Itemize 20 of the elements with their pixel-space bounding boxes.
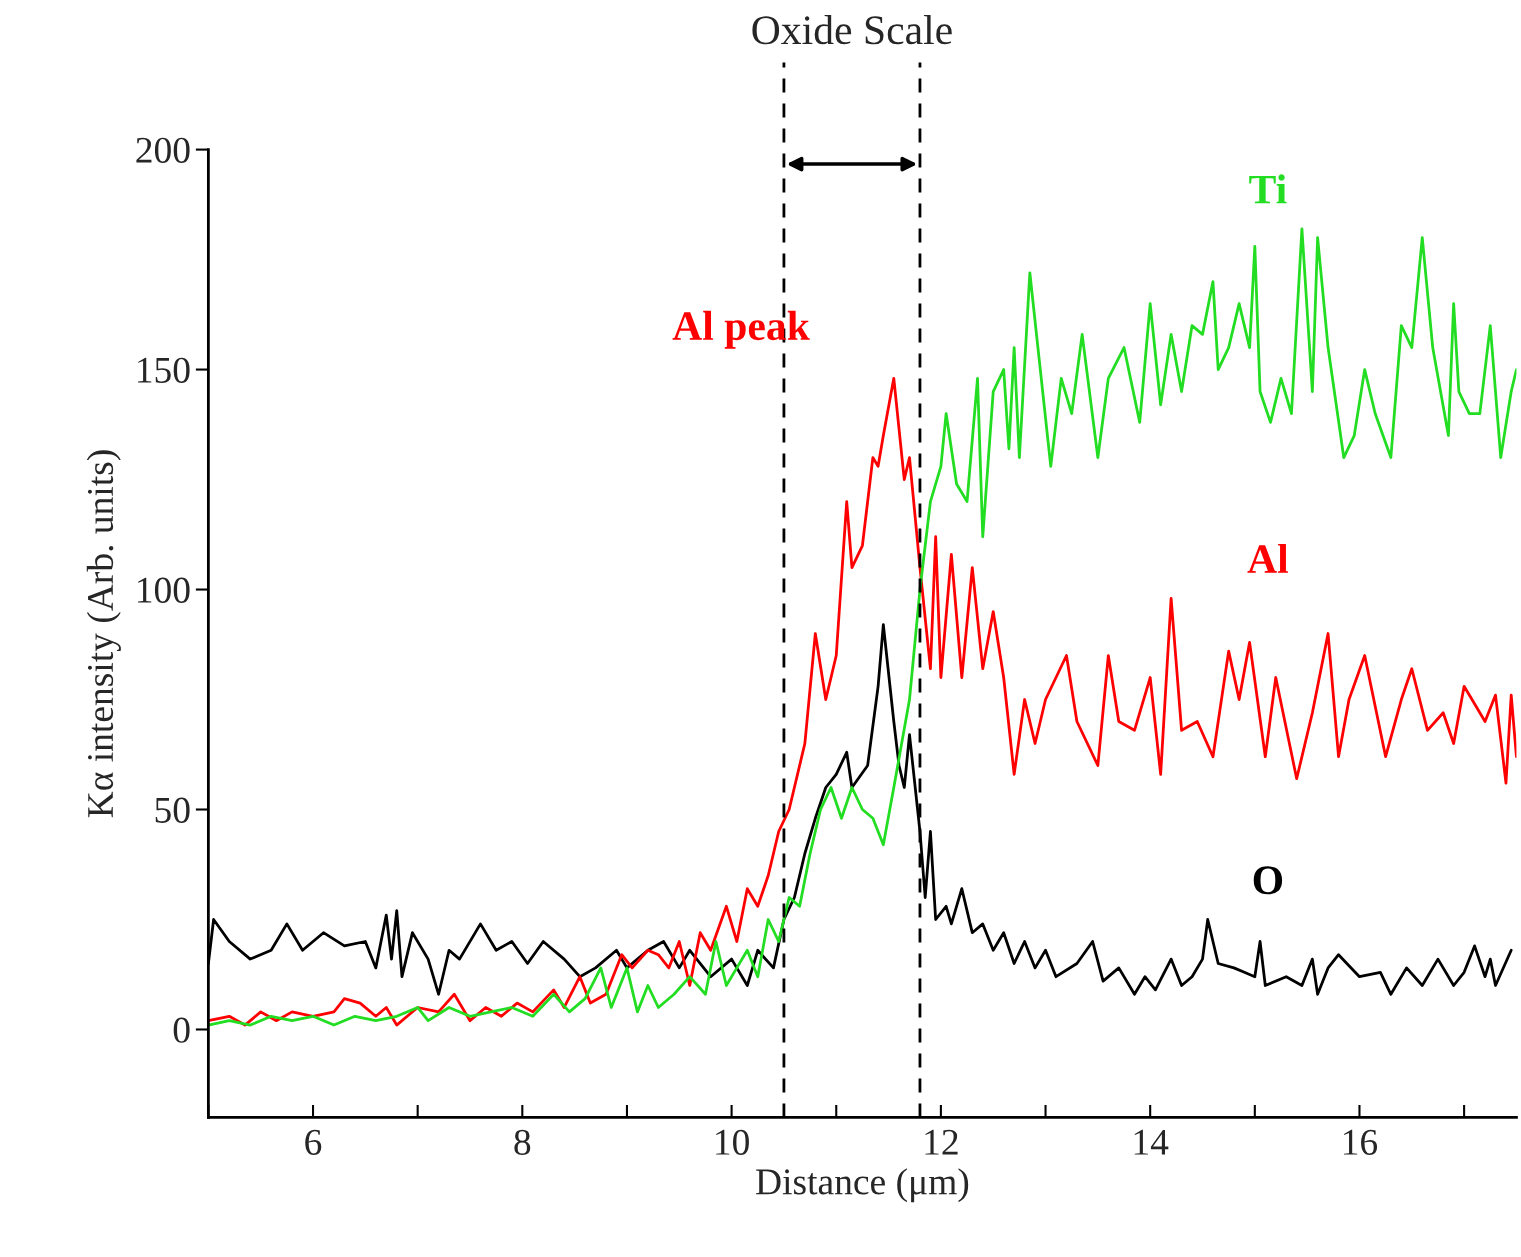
y-tick-label: 100 bbox=[138, 577, 190, 603]
line-series bbox=[208, 227, 1517, 1027]
x-tick-label: 8 bbox=[514, 1129, 531, 1155]
x-tick-label: 12 bbox=[925, 1129, 958, 1155]
series-label: O bbox=[1253, 866, 1283, 895]
y-axis-title: Kα intensity (Arb. units) bbox=[86, 450, 121, 818]
x-tick-label: 16 bbox=[1344, 1129, 1378, 1155]
x-axis-title: Distance (μm) bbox=[756, 1168, 969, 1203]
y-tick-label: 0 bbox=[173, 1017, 190, 1043]
y-tick-label: 50 bbox=[155, 797, 190, 823]
line-series bbox=[208, 376, 1517, 1027]
annotation: Al peak bbox=[672, 310, 810, 349]
y-tick-label: 200 bbox=[136, 137, 190, 163]
x-tick-label: 6 bbox=[305, 1129, 322, 1155]
y-tick-label: 150 bbox=[138, 357, 190, 383]
x-tick-label: 10 bbox=[716, 1129, 749, 1155]
series-label: Ti bbox=[1249, 174, 1287, 204]
text: Oxide Scale bbox=[752, 15, 952, 45]
series-label: Al bbox=[1247, 543, 1289, 573]
x-tick-label: 14 bbox=[1134, 1129, 1169, 1155]
